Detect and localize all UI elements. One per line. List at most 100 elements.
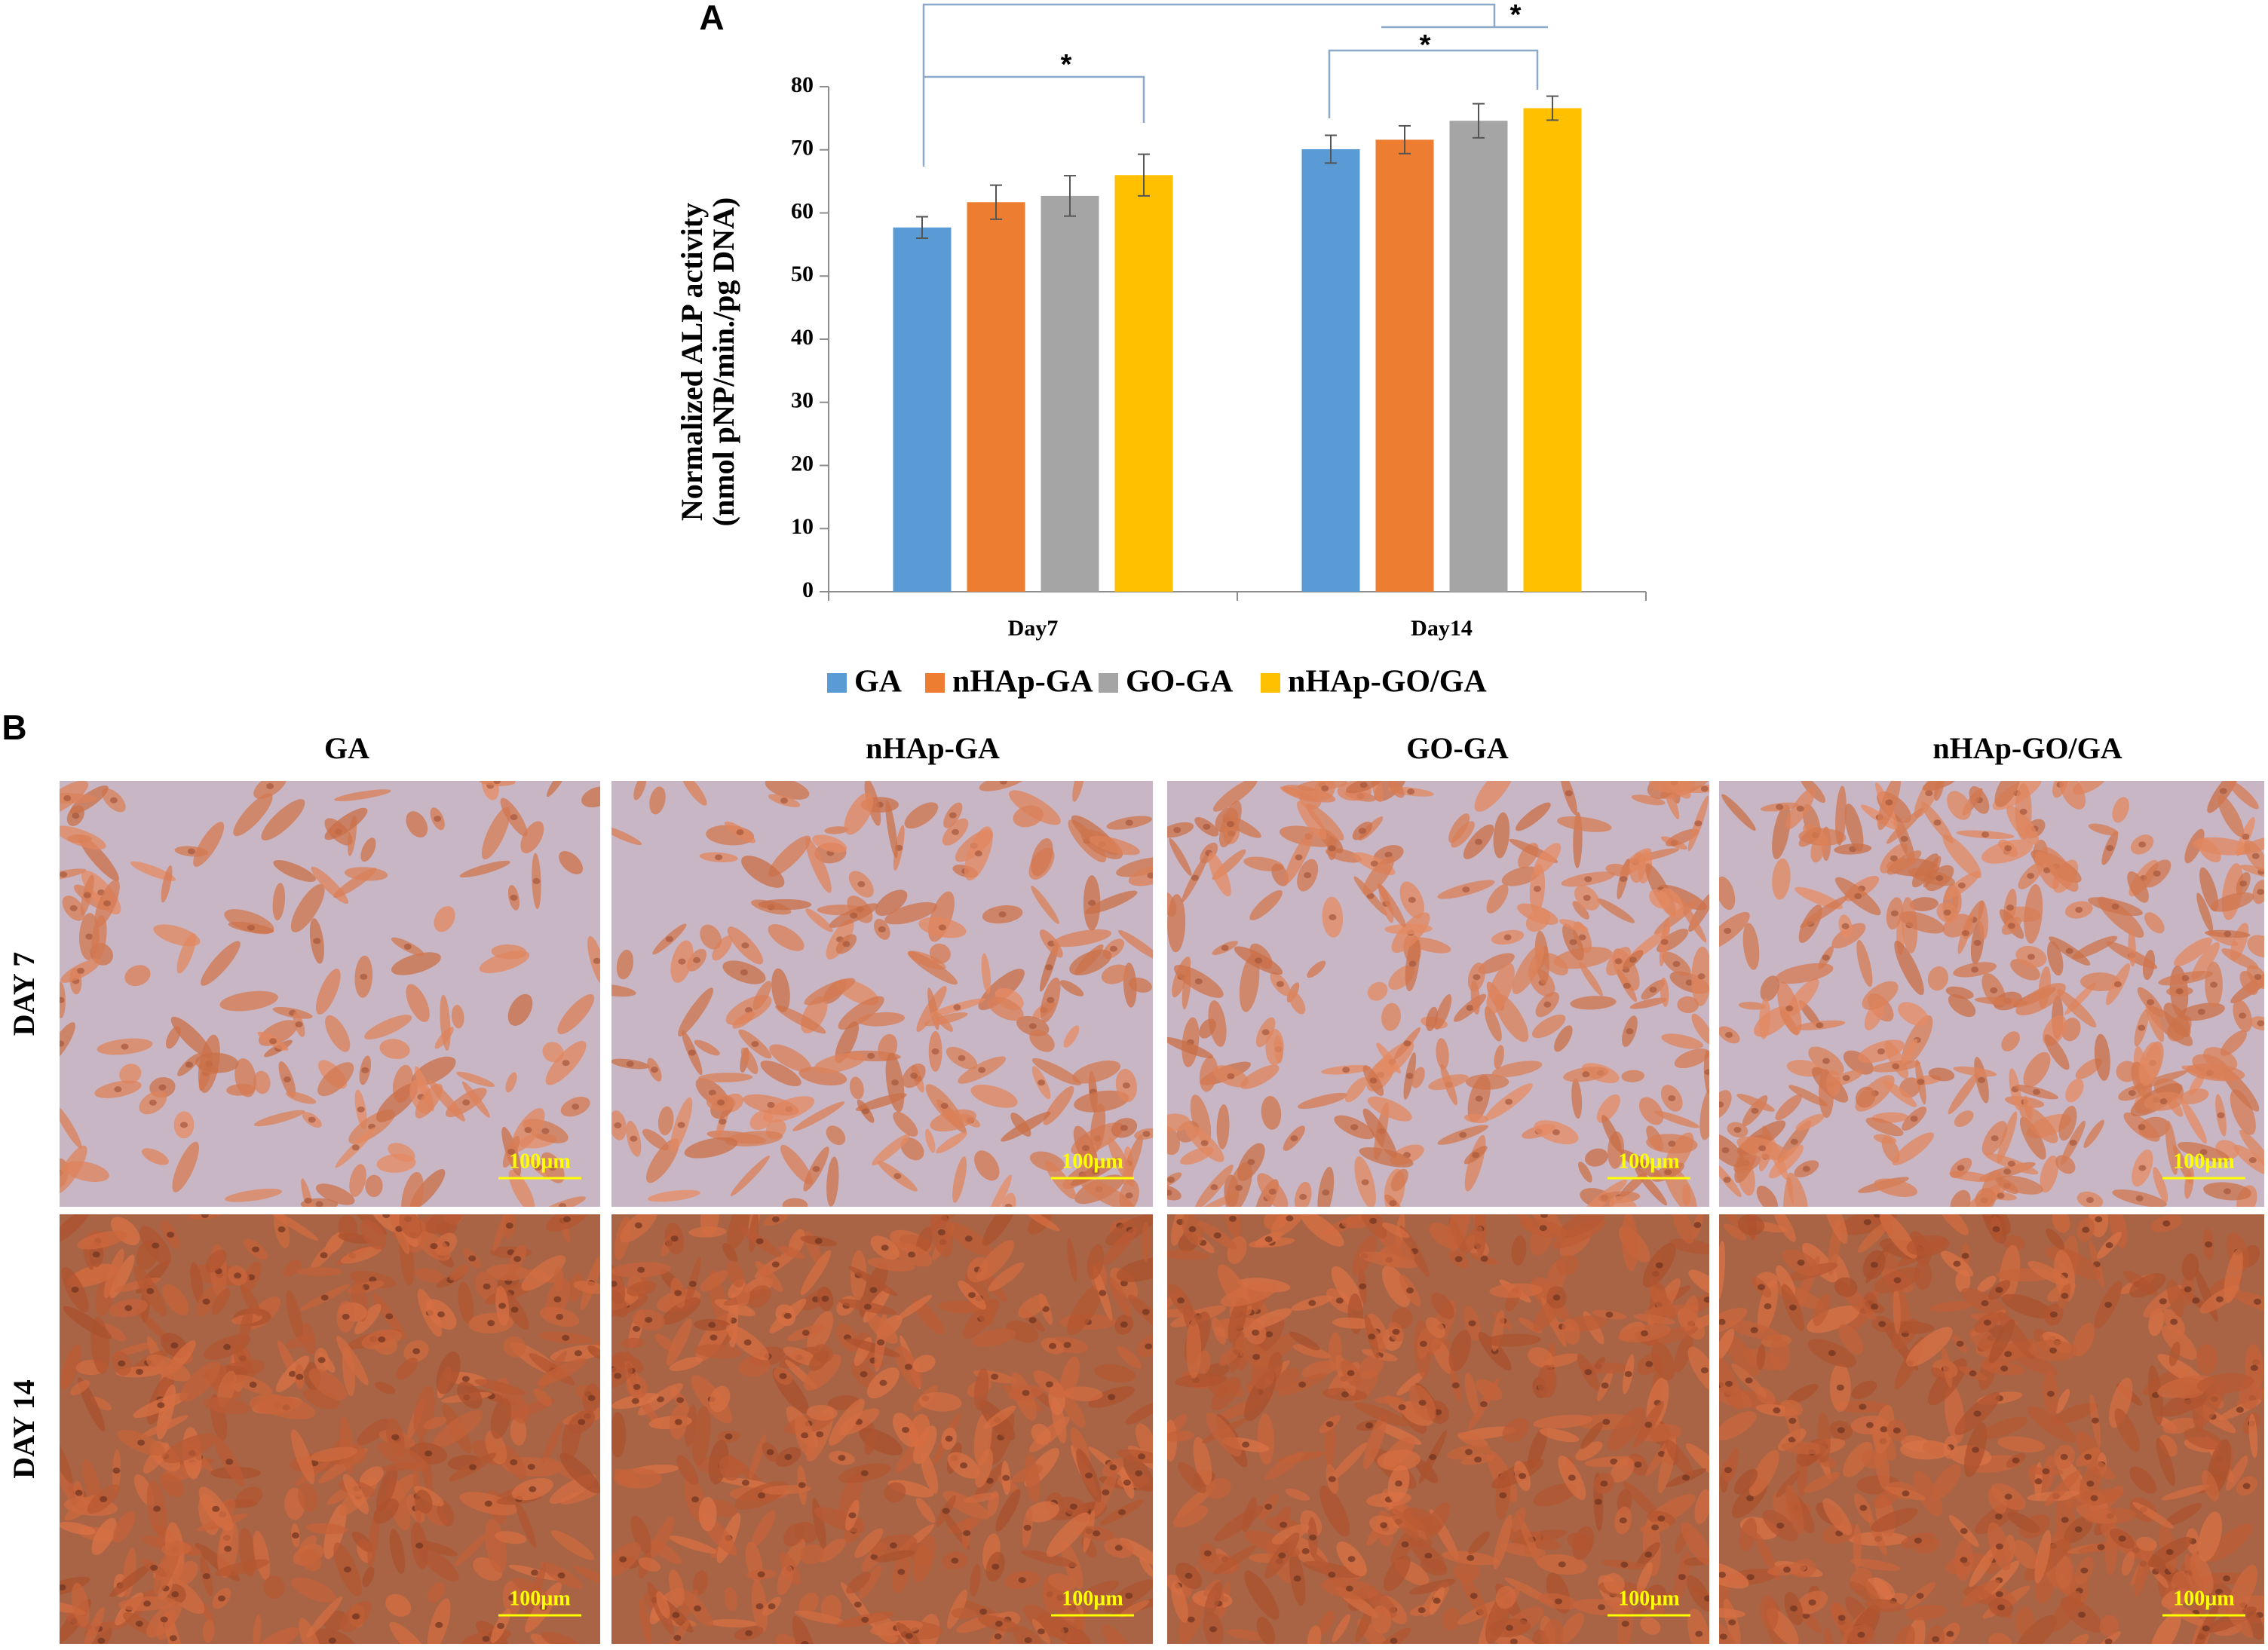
cell	[970, 1563, 981, 1596]
cell	[1610, 1457, 1635, 1483]
nucleus	[1623, 982, 1631, 989]
cell	[1463, 1113, 1489, 1124]
cell	[884, 902, 937, 925]
cell	[1261, 1095, 1282, 1130]
nucleus	[1407, 788, 1415, 795]
nucleus	[814, 1238, 823, 1244]
cell	[970, 1084, 1018, 1108]
nucleus	[146, 1287, 155, 1294]
cell	[1118, 929, 1153, 961]
cell	[375, 1465, 398, 1513]
nucleus	[1191, 874, 1199, 881]
cell	[124, 965, 151, 987]
cell	[272, 883, 286, 921]
cell	[1699, 1085, 1709, 1140]
cell	[1319, 1486, 1350, 1537]
nucleus	[1751, 1107, 1759, 1114]
cell	[698, 1496, 717, 1532]
cell	[2043, 846, 2079, 892]
cell	[875, 1550, 915, 1563]
cell	[1543, 1618, 1564, 1644]
cell	[2015, 1615, 2057, 1644]
nucleus	[1837, 1615, 1846, 1621]
cell	[826, 1125, 846, 1146]
nucleus	[483, 1283, 491, 1290]
nucleus	[994, 1633, 1002, 1640]
nucleus	[510, 894, 518, 901]
y-tick-label: 60	[791, 198, 814, 223]
cell	[1948, 1072, 1979, 1115]
cell	[896, 1294, 933, 1320]
nucleus	[2202, 1625, 2210, 1632]
cell	[1899, 911, 1945, 934]
cell	[988, 996, 1024, 1021]
scale-bar-label: 100µm	[2173, 1587, 2234, 1610]
nucleus	[1552, 1294, 1561, 1301]
nucleus	[118, 1360, 126, 1367]
cell	[1603, 1573, 1625, 1594]
cell	[2196, 892, 2214, 932]
nucleus	[1961, 929, 1969, 936]
nucleus	[645, 1316, 653, 1323]
nucleus	[1657, 1515, 1666, 1522]
cell	[1226, 1628, 1264, 1641]
nucleus	[1018, 1577, 1026, 1584]
nucleus	[1099, 1290, 1107, 1296]
cell	[379, 1039, 410, 1060]
cell	[691, 1406, 711, 1466]
cell	[1781, 1441, 1827, 1455]
nucleus	[109, 797, 118, 804]
nucleus	[1347, 1556, 1356, 1563]
nucleus	[991, 1373, 999, 1380]
nucleus	[863, 1303, 872, 1310]
cell	[817, 1538, 846, 1563]
nucleus	[1605, 1312, 1614, 1318]
cell	[722, 1242, 738, 1263]
cell	[1798, 827, 1822, 847]
cell	[692, 1570, 709, 1596]
nucleus	[1601, 1382, 1609, 1389]
cell	[611, 984, 636, 997]
nucleus	[1594, 1498, 1602, 1505]
cell	[2018, 1104, 2058, 1143]
nucleus	[1499, 1492, 1507, 1498]
cell	[162, 1433, 216, 1464]
cell	[201, 941, 241, 986]
cell	[1242, 1496, 1257, 1532]
nucleus	[357, 1106, 365, 1113]
cell	[913, 1425, 937, 1465]
cell	[1756, 1344, 1766, 1370]
nucleus	[2242, 1483, 2251, 1489]
nucleus	[2215, 1296, 2224, 1303]
cell	[256, 1627, 300, 1644]
cell	[1843, 1441, 1873, 1478]
nucleus	[1721, 1147, 1730, 1154]
nucleus	[1479, 1401, 1488, 1407]
cell	[1977, 1275, 1997, 1293]
nucleus	[493, 781, 501, 785]
cell	[253, 1070, 271, 1094]
nucleus	[559, 1202, 567, 1207]
bar	[1375, 139, 1434, 592]
nucleus	[510, 1306, 519, 1313]
cell	[2145, 1002, 2165, 1042]
nucleus	[688, 1281, 697, 1287]
nucleus	[1474, 1456, 1482, 1463]
cell	[2220, 1030, 2247, 1056]
nucleus	[2181, 975, 2190, 981]
cell	[2001, 1293, 2055, 1319]
cell	[316, 1183, 355, 1205]
nucleus	[1668, 1094, 1676, 1101]
cell	[1024, 1214, 1060, 1232]
nucleus	[850, 912, 858, 919]
cell	[161, 1541, 192, 1557]
cell	[1927, 966, 1949, 991]
nucleus	[1085, 1472, 1093, 1479]
cell	[829, 1398, 865, 1446]
cell	[1672, 1214, 1695, 1244]
nucleus	[1620, 1561, 1629, 1568]
nucleus	[1828, 1350, 1836, 1357]
cell	[939, 1300, 984, 1314]
cell	[1367, 1590, 1397, 1618]
nucleus	[1264, 1236, 1273, 1243]
